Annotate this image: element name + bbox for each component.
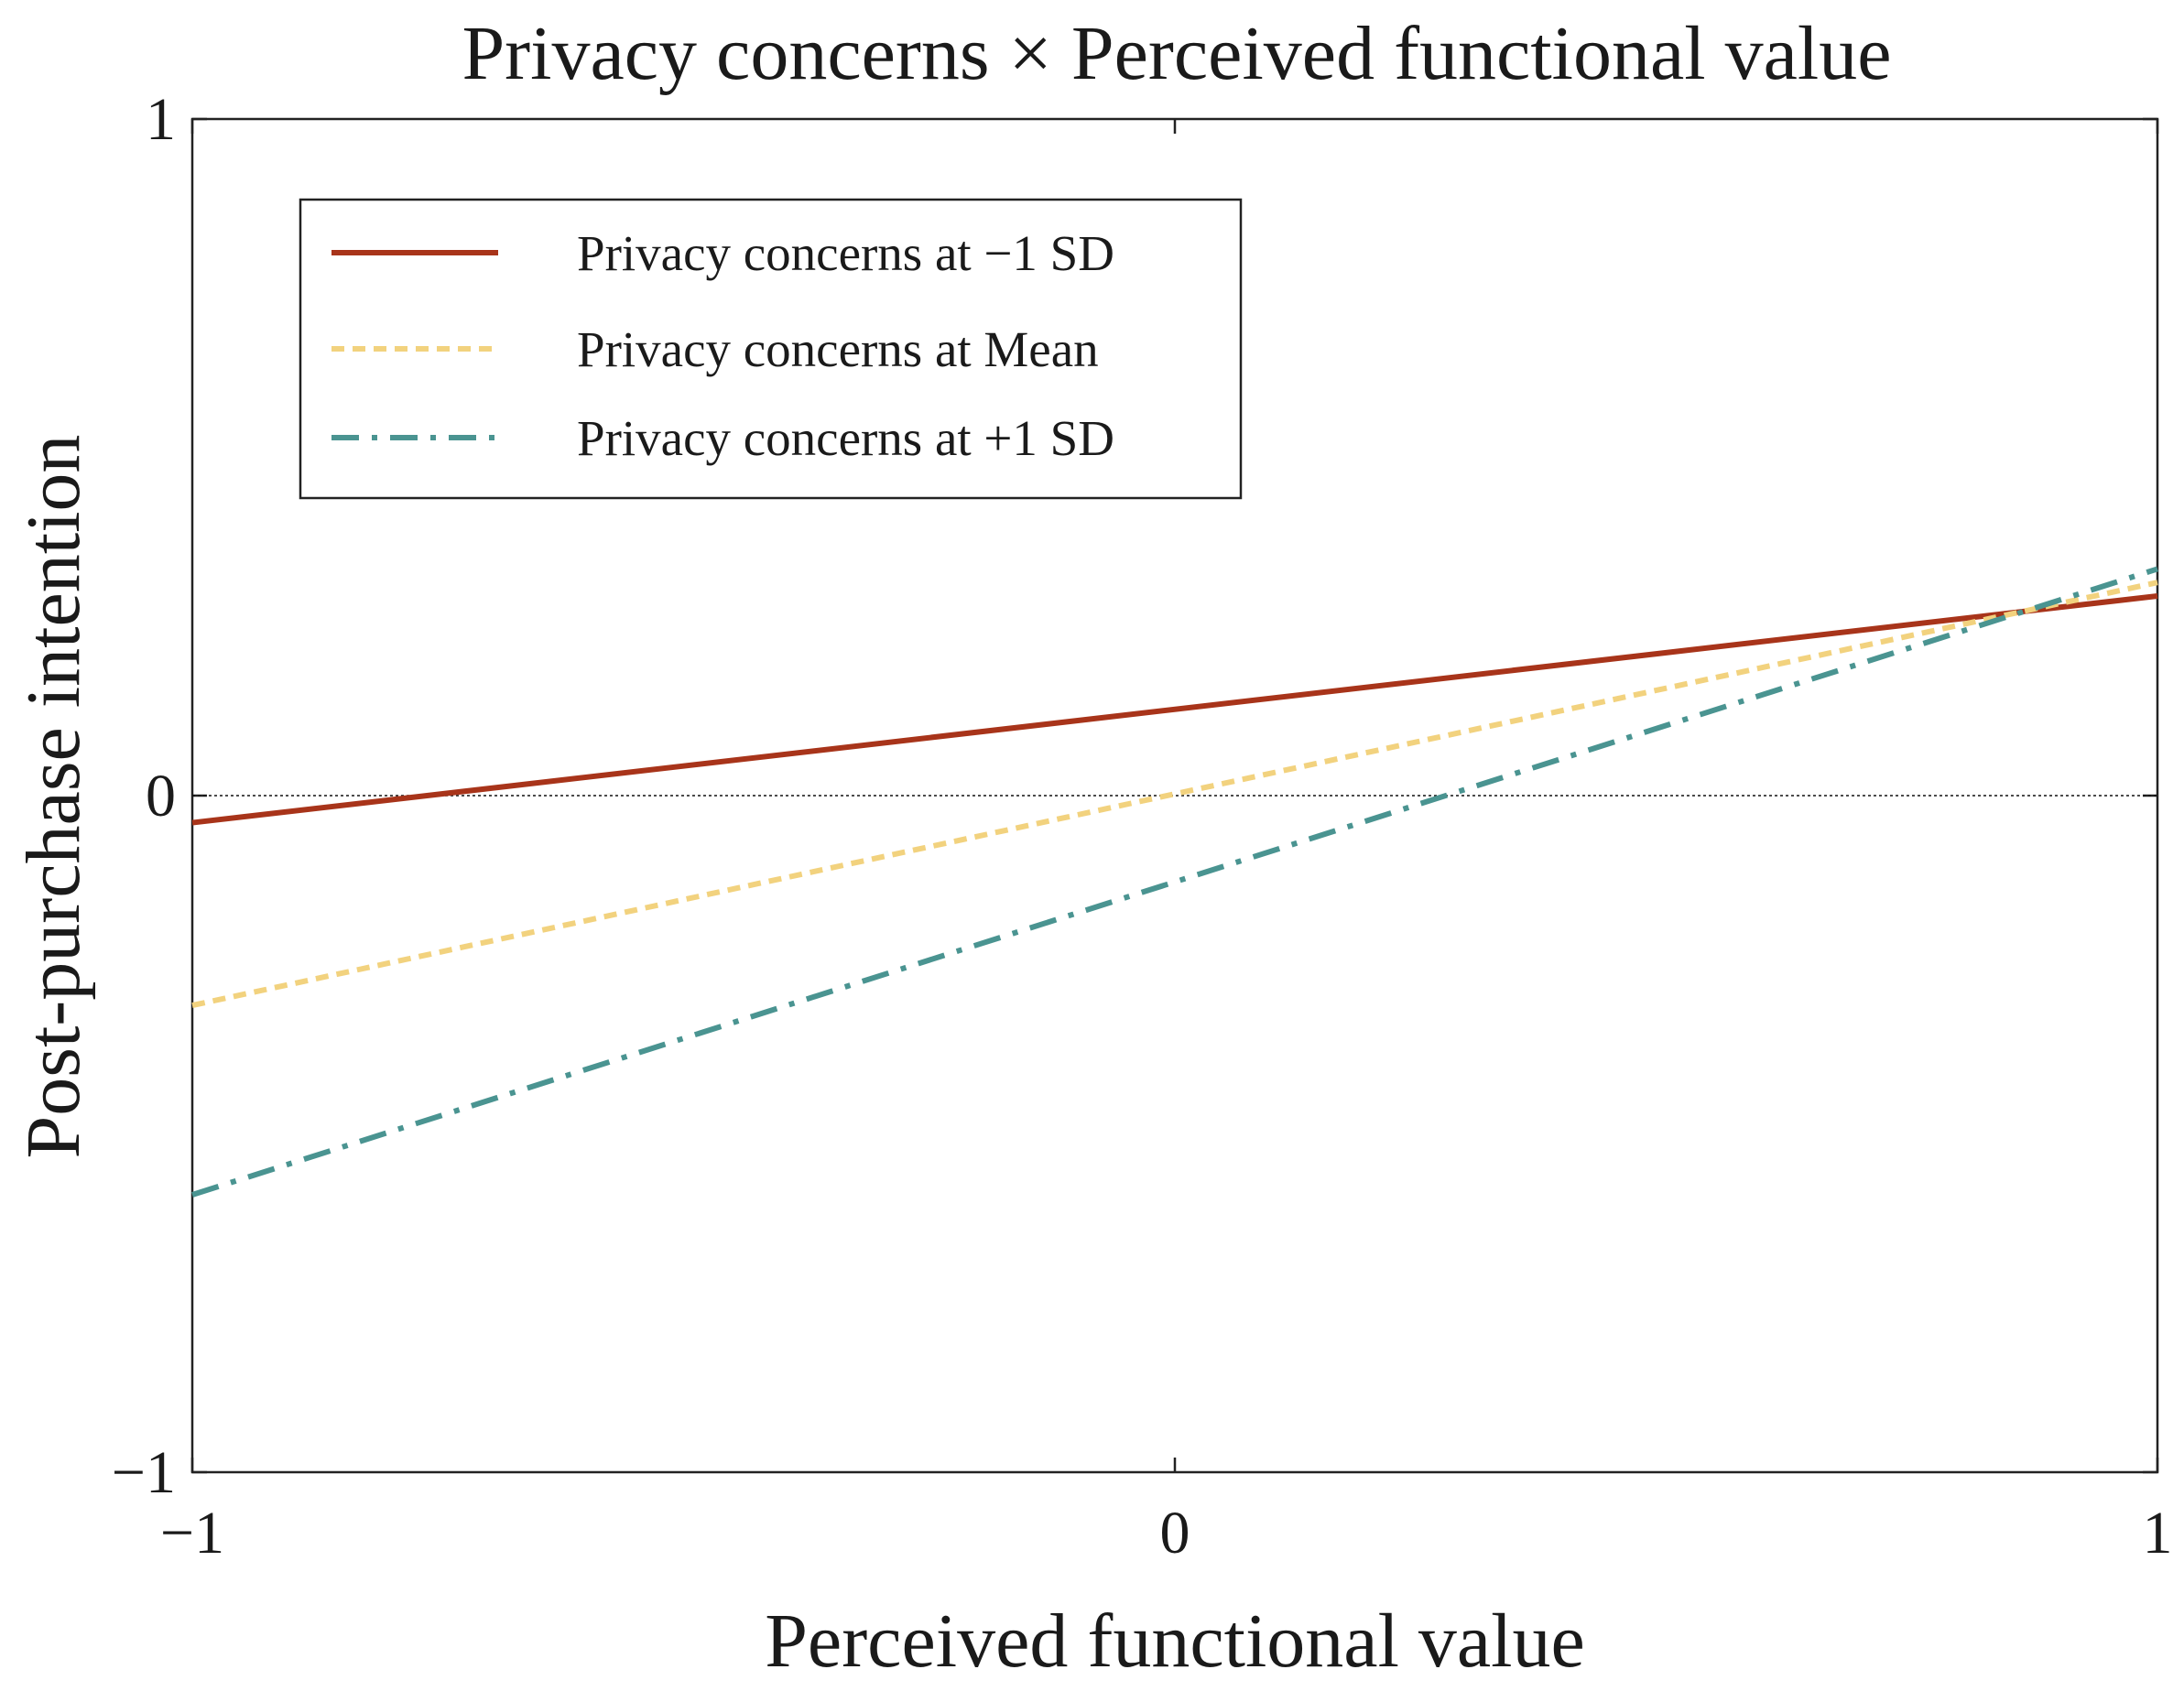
series-line-0 [191,593,2158,826]
tick-labels: −1 0 1 −1 0 1 [112,86,2173,1566]
x-tick-label-2: 1 [2143,1500,2173,1566]
legend-label-1: Privacy concerns at Mean [577,321,1099,377]
y-tick-label-1: 0 [146,763,176,829]
x-tick-label-1: 0 [1160,1500,1190,1566]
series-line-2 [191,566,2158,1198]
series-line-1 [191,580,2158,1009]
legend: Privacy concerns at −1 SD Privacy concern… [299,198,1243,500]
legend-box [299,198,1243,500]
y-tick-label-0: −1 [112,1439,176,1506]
legend-label-2: Privacy concerns at +1 SD [577,410,1114,466]
y-tick-label-2: 1 [146,86,176,153]
chart-title: Privacy concerns × Perceived functional … [462,11,1891,96]
legend-label-0: Privacy concerns at −1 SD [577,225,1114,281]
series-group [191,566,2158,1198]
y-axis-label: Post-purchase intention [11,435,96,1159]
x-axis-label: Perceived functional value [765,1599,1585,1684]
x-tick-label-0: −1 [160,1500,224,1566]
legend-entries: Privacy concerns at −1 SD Privacy concern… [331,225,1114,466]
